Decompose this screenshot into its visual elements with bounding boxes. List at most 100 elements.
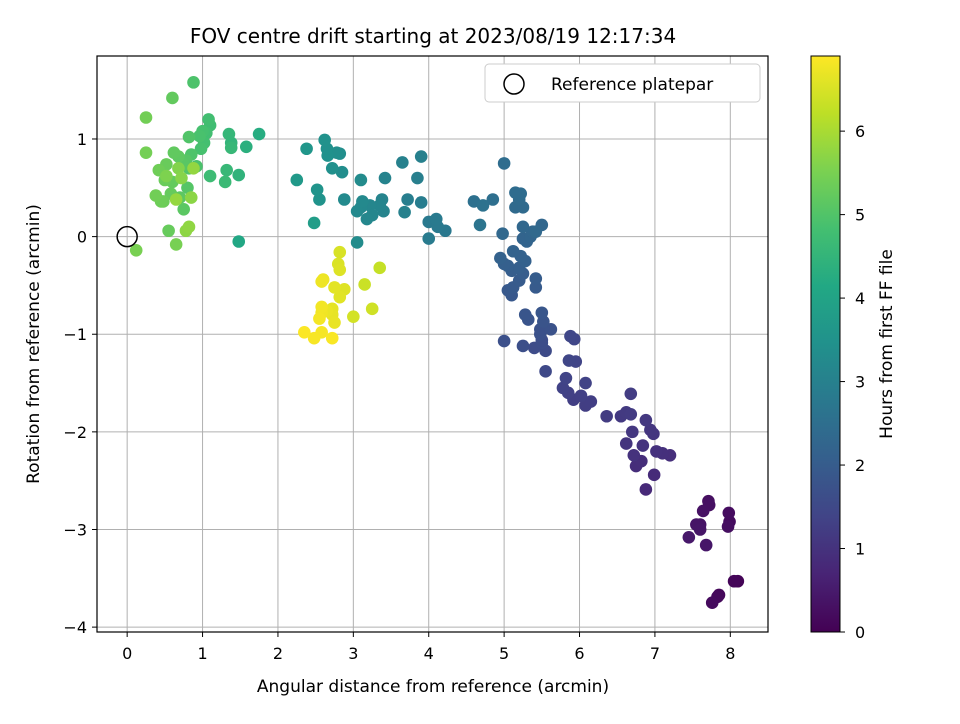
data-point-125 [313,193,326,206]
data-point-29 [639,413,653,427]
data-point-100 [401,193,414,206]
data-point-150 [182,130,196,144]
data-point-23 [627,448,641,462]
data-point-89 [497,157,511,170]
data-point-52 [516,339,530,353]
data-point-99 [414,196,428,209]
data-point-66 [529,272,543,285]
plot-frame [96,55,769,633]
data-point-114 [356,195,369,208]
chart-title: FOV centre drift starting at 2023/08/19 … [190,24,676,48]
data-point-189 [333,290,347,304]
data-point-190 [328,281,341,294]
data-point-203 [298,325,311,339]
data-point-15 [682,531,696,544]
x-tick-label-3: 3 [348,644,358,663]
colorbar-tick-label-1: 1 [855,540,865,559]
data-point-118 [335,165,349,179]
data-point-88 [509,186,522,199]
data-point-127 [300,142,313,156]
data-point-38 [574,389,588,403]
data-point-90 [486,193,500,206]
data-point-181 [373,261,387,275]
legend: Reference platepar [484,63,761,103]
data-point-152 [181,181,194,195]
data-point-148 [187,76,200,89]
data-point-128 [290,173,304,187]
data-point-121 [325,161,339,175]
data-point-138 [218,175,232,189]
data-point-33 [600,409,613,423]
colorbar-ticks: 0 1 2 3 4 5 6 [840,122,865,642]
y-tick-label-4: 0 [77,228,87,247]
data-point-198 [315,300,328,314]
data-point-75 [506,244,520,258]
data-point-170 [139,146,153,159]
y-tick-label-1: −3 [63,520,87,539]
data-point-116 [354,173,368,187]
data-point-105 [378,171,392,185]
legend-reference-marker [503,73,525,95]
data-point-168 [149,189,163,202]
data-point-187 [333,263,347,277]
data-point-182 [358,278,371,291]
data-point-47 [539,365,552,378]
data-point-141 [202,113,215,126]
data-point-183 [365,302,379,316]
data-point-175 [175,171,188,185]
data-point-24 [636,439,650,452]
reference-platepar-marker [116,225,138,248]
data-point-115 [337,193,351,206]
data-point-64 [529,281,543,294]
data-point-25 [619,437,633,450]
data-point-129 [307,216,321,230]
data-point-155 [177,202,191,216]
data-point-40 [556,381,570,395]
x-tick-label-1: 1 [197,644,207,663]
x-tick-label-2: 2 [273,644,283,663]
data-point-36 [584,395,598,408]
data-point-32 [624,407,638,421]
data-point-81 [516,220,530,234]
data-point-1 [727,574,741,588]
data-point-199 [313,312,326,325]
data-point-172 [129,243,143,257]
x-tick-label-6: 6 [574,644,584,663]
data-point-82 [496,227,509,240]
data-point-59 [518,308,532,322]
data-point-16 [639,483,653,496]
data-point-73 [494,251,507,265]
data-point-34 [624,387,638,401]
data-point-46 [564,329,577,343]
colorbar-tick-label-3: 3 [855,373,865,392]
data-point-178 [182,220,196,234]
data-points [129,76,745,610]
data-point-102 [414,150,428,163]
data-point-133 [232,168,246,182]
data-point-14 [699,538,713,552]
data-point-56 [544,323,558,336]
y-tick-label-5: 1 [77,130,87,149]
x-tick-label-7: 7 [650,644,660,663]
data-point-13 [693,523,707,536]
data-point-139 [203,169,217,183]
data-point-135 [222,127,236,141]
data-point-162 [162,224,175,238]
data-point-27 [644,423,657,437]
x-tick-label-8: 8 [725,644,735,663]
data-point-171 [169,238,183,251]
data-point-92 [476,199,490,212]
data-point-184 [347,310,360,323]
data-point-83 [529,225,543,239]
data-point-202 [325,331,339,345]
x-axis-label: Angular distance from reference (arcmin) [257,677,609,697]
data-point-44 [562,354,576,367]
y-axis-ticks: −4 −3 −2 −1 0 1 [63,130,97,637]
data-point-98 [422,232,436,245]
data-point-10 [696,504,710,518]
data-point-173 [160,169,173,183]
colorbar-tick-label-2: 2 [855,456,865,475]
data-point-22 [650,445,663,458]
colorbar-tick-label-6: 6 [855,122,865,141]
